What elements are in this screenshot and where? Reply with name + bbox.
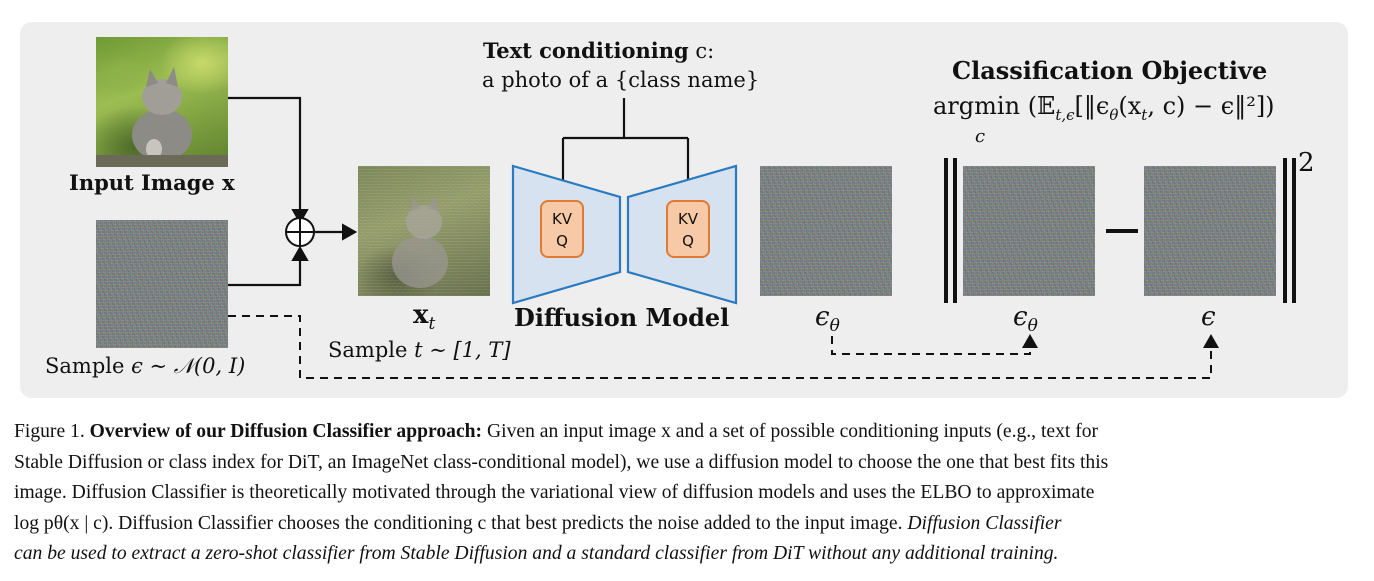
input-image-label: Input Image x	[69, 170, 235, 195]
text-conditioning-title: Text conditioning c:	[483, 38, 715, 63]
caption-line-4: log pθ(x | c). Diffusion Classifier choo…	[14, 512, 1062, 534]
objective-formula: argmin (𝔼t,ϵ[‖ϵθ(xt, c) − ϵ‖²])	[933, 92, 1275, 124]
norm-right-label: ϵ	[1201, 302, 1216, 332]
norm-left-bars	[944, 158, 957, 303]
caption-bold-title: Overview of our Diffusion Classifier app…	[89, 421, 483, 442]
noised-image	[358, 166, 490, 296]
connector-text-conditioning	[561, 98, 690, 198]
noisy-kitten-icon	[392, 194, 448, 288]
timestep-sample-label: Sample t ∼ [1, T]	[328, 338, 511, 362]
input-image-symbol: x	[222, 170, 235, 195]
attention-left-kv: KV	[551, 210, 573, 228]
norm-exponent: 2	[1298, 148, 1315, 178]
norm-right-noise-image	[1144, 166, 1276, 296]
caption-line-5: can be used to extract a zero-shot class…	[14, 543, 1059, 565]
predicted-noise-subscript: θ	[829, 316, 840, 337]
input-image	[96, 37, 228, 167]
norm-left-label: ϵθ	[1013, 302, 1038, 337]
objective-title: Classification Objective	[952, 56, 1268, 85]
noise-sample-label: Sample ϵ ∼ 𝒩(0, I)	[45, 354, 246, 378]
attention-left-q: Q	[556, 232, 568, 250]
timestep-sample-formula: t ∼ [1, T]	[414, 338, 511, 362]
caption-line-3: image. Diffusion Classifier is theoretic…	[14, 482, 1095, 504]
kitten-icon	[96, 67, 228, 167]
noise-image	[96, 220, 228, 348]
attention-block-right: KV Q	[666, 200, 710, 258]
caption-figure-number: Figure 1.	[14, 421, 85, 442]
caption-line-2: Stable Diffusion or class index for DiT,…	[14, 451, 1109, 473]
objective-argmin-variable: c	[975, 126, 986, 147]
dashed-connector-eps-theta	[831, 336, 1031, 355]
text-conditioning-symbol: c:	[695, 39, 715, 63]
noised-image-subscript: t	[428, 314, 436, 335]
dashed-connector-eps	[228, 315, 1212, 379]
text-conditioning-prompt: a photo of a {class name}	[482, 68, 760, 92]
figure-caption: Figure 1. Overview of our Diffusion Clas…	[14, 417, 1360, 570]
objective-argmin: argmin	[933, 92, 1021, 120]
noise-sample-formula: ϵ ∼ 𝒩(0, I)	[131, 354, 246, 378]
norm-left-noise-image	[963, 166, 1095, 296]
attention-block-left: KV Q	[540, 200, 584, 258]
norm-right-bars	[1283, 158, 1296, 303]
noised-image-label: xt	[413, 300, 436, 335]
diffusion-model-label: Diffusion Model	[514, 303, 730, 332]
predicted-noise-label: ϵθ	[815, 302, 840, 337]
caption-italic-start: Diffusion Classifier	[907, 512, 1062, 534]
predicted-noise-image	[760, 166, 892, 296]
connector-noise-to-add	[228, 245, 309, 287]
attention-right-kv: KV	[677, 210, 699, 228]
norm-left-subscript: θ	[1027, 316, 1038, 337]
caption-line-1: Figure 1. Overview of our Diffusion Clas…	[14, 421, 1099, 442]
connector-image-to-add	[228, 96, 309, 225]
attention-right-q: Q	[682, 232, 694, 250]
